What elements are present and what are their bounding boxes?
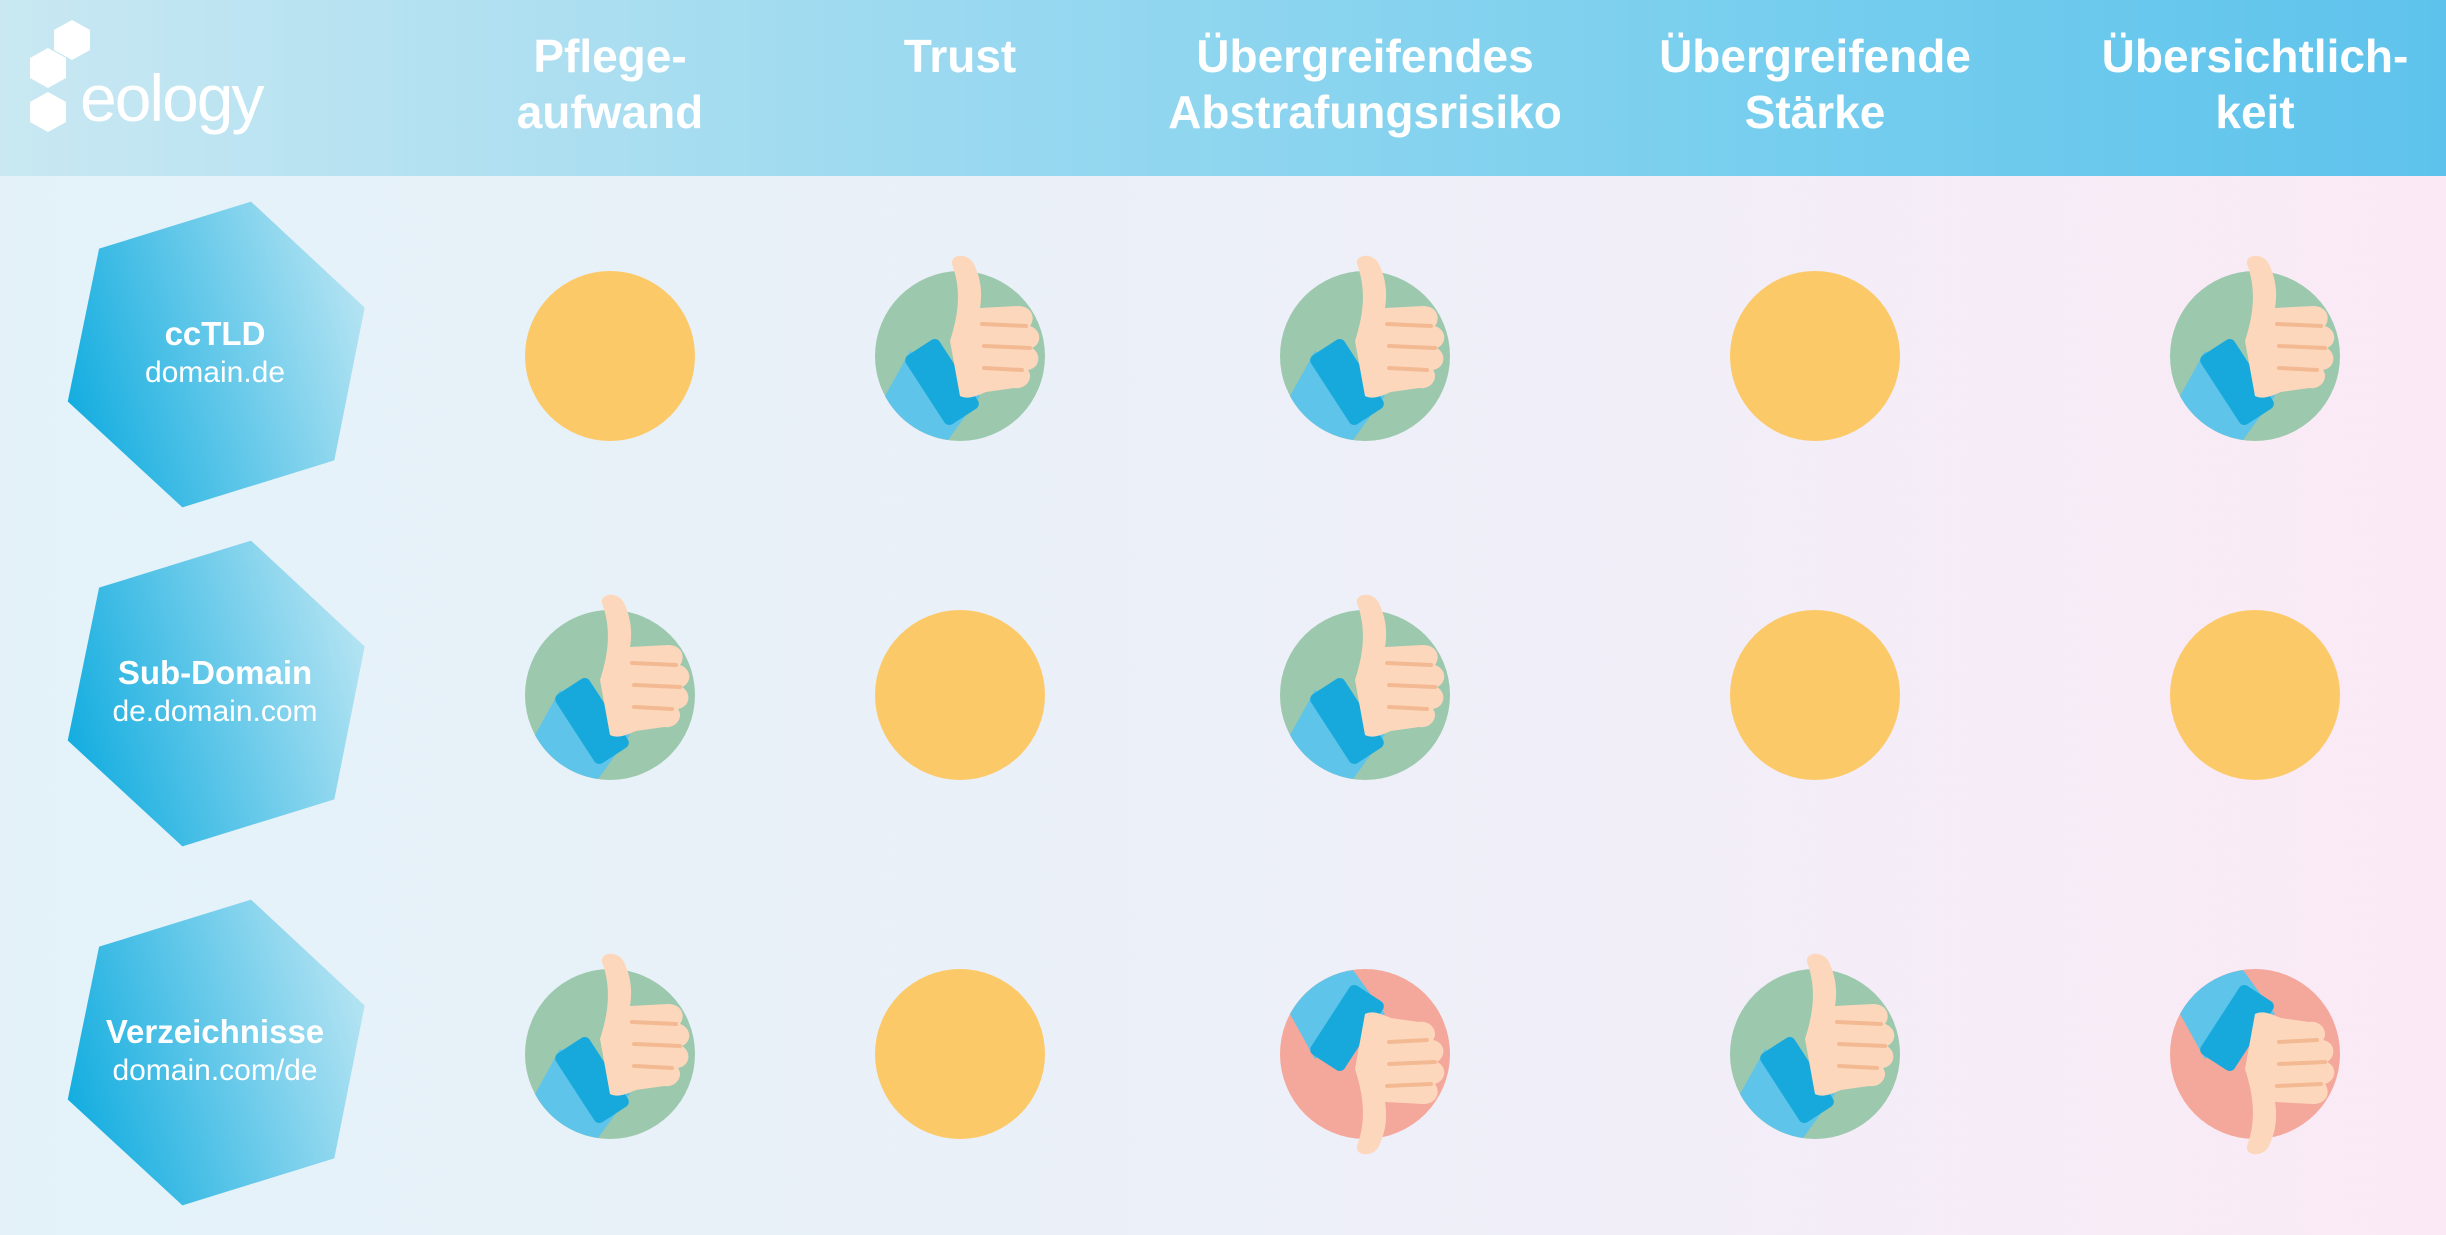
row-label-hexagon: Sub-Domain de.domain.com <box>55 535 375 855</box>
thumbs-up-icon <box>500 585 720 805</box>
column-header-line2: aufwand <box>516 86 704 138</box>
neutral-circle-icon <box>2145 585 2365 805</box>
row-label-hexagon: ccTLD domain.de <box>55 196 375 516</box>
thumbs-down-icon <box>1255 944 1475 1164</box>
row-label-hexagon: Verzeichnisse domain.com/de <box>55 894 375 1214</box>
row-label-text: ccTLD domain.de <box>55 314 375 392</box>
logo-text: eology <box>80 61 264 135</box>
column-header-line2: keit <box>2215 86 2295 138</box>
column-header-5: Übersichtlich-keit <box>2025 28 2446 140</box>
row-example: domain.de <box>144 356 286 389</box>
row-label-text: Sub-Domain de.domain.com <box>55 653 375 731</box>
column-header-line1: Trust <box>903 30 1017 82</box>
thumbs-down-icon <box>2145 944 2365 1164</box>
column-header-line1: Übersichtlich- <box>2101 30 2409 82</box>
header-bar: eology Pflege-aufwand Trust Übergreifendes… <box>0 0 2446 176</box>
column-header-3: Übergreifendes Abstrafungsrisiko <box>1135 28 1595 140</box>
row-example: de.domain.com <box>112 695 318 728</box>
row-example: domain.com/de <box>112 1054 318 1087</box>
neutral-circle-icon <box>1705 585 1925 805</box>
neutral-circle-icon <box>850 585 1070 805</box>
row-name: Verzeichnisse <box>105 1013 325 1050</box>
neutral-circle-icon <box>500 246 720 466</box>
column-header-4: Übergreifende Stärke <box>1585 28 2045 140</box>
hexagon-icon <box>67 540 365 847</box>
thumbs-up-icon <box>1255 585 1475 805</box>
row-name: ccTLD <box>164 315 266 352</box>
neutral-circle-icon <box>850 944 1070 1164</box>
column-header-line2: Stärke <box>1744 86 1886 138</box>
column-header-line1: Übergreifende <box>1659 30 1971 82</box>
thumbs-up-icon <box>1255 246 1475 466</box>
neutral-circle-icon <box>1705 246 1925 466</box>
hexagon-icon <box>67 899 365 1206</box>
thumbs-up-icon <box>850 246 1070 466</box>
column-header-line1: Übergreifendes <box>1196 30 1534 82</box>
hexagon-cluster-icon <box>30 20 90 132</box>
row-label-text: Verzeichnisse domain.com/de <box>55 1012 375 1090</box>
thumbs-up-icon <box>500 944 720 1164</box>
thumbs-up-icon <box>2145 246 2365 466</box>
column-header-1: Pflege-aufwand <box>380 28 840 140</box>
column-header-2: Trust <box>730 28 1190 84</box>
thumbs-up-icon <box>1705 944 1925 1164</box>
hexagon-icon <box>67 201 365 508</box>
column-header-line1: Pflege- <box>533 30 687 82</box>
row-name: Sub-Domain <box>117 654 313 691</box>
eology-logo: eology <box>30 18 270 148</box>
column-header-line2: Abstrafungsrisiko <box>1168 86 1562 138</box>
